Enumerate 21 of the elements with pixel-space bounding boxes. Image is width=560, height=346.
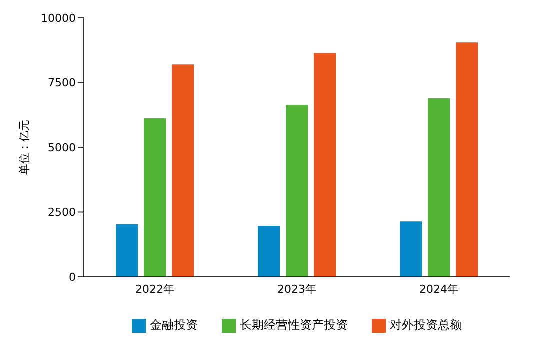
bar bbox=[116, 224, 138, 277]
y-tick-label: 2500 bbox=[48, 206, 76, 220]
legend-label: 金融投资 bbox=[150, 318, 198, 332]
bar bbox=[428, 98, 450, 277]
y-tick-label: 7500 bbox=[48, 76, 76, 90]
x-tick-label: 2023年 bbox=[278, 282, 316, 296]
legend-label: 对外投资总额 bbox=[390, 318, 462, 332]
y-tick-label: 5000 bbox=[48, 141, 76, 154]
y-axis-title: 单位：亿元 bbox=[18, 120, 31, 175]
bar bbox=[258, 226, 280, 277]
bar bbox=[286, 105, 308, 277]
legend-label: 长期经营性资产投资 bbox=[240, 318, 348, 332]
bar bbox=[144, 118, 166, 277]
bar bbox=[172, 64, 194, 277]
bar bbox=[400, 222, 422, 277]
bar bbox=[456, 42, 478, 277]
x-tick-label: 2024年 bbox=[420, 282, 458, 296]
y-tick-label: 10000 bbox=[41, 12, 76, 25]
x-tick-label: 2022年 bbox=[136, 282, 174, 296]
bar bbox=[314, 53, 336, 277]
y-tick-label: 0 bbox=[69, 270, 76, 284]
